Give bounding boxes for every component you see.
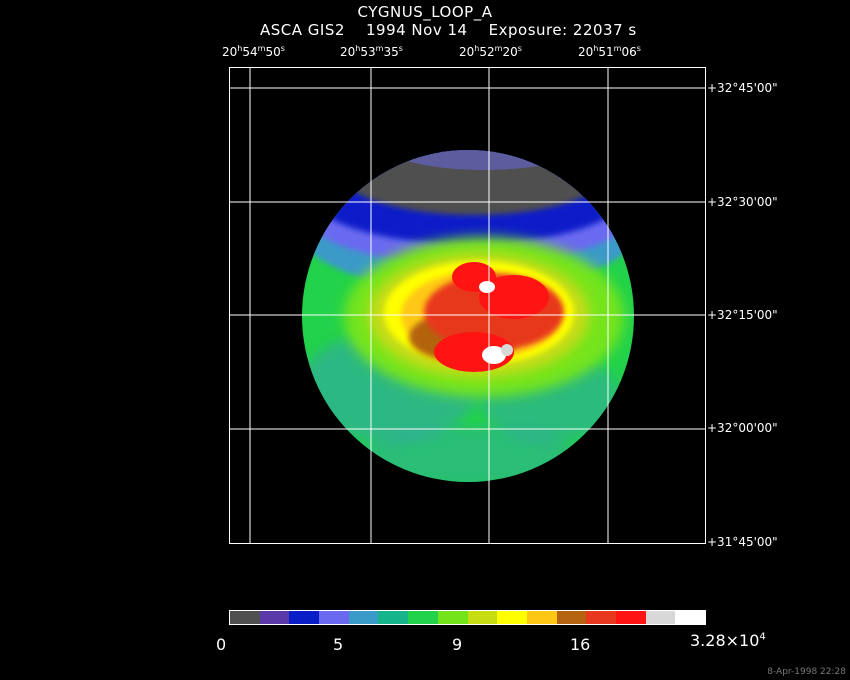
- colorbar-swatch-9: [497, 611, 527, 624]
- colorbar-swatch-15: [675, 611, 705, 624]
- colorbar-swatch-13: [615, 611, 646, 624]
- image-title: CYGNUS_LOOP_A: [357, 3, 493, 21]
- ra-label-3: 20h52m20s: [459, 44, 522, 59]
- ra-label-4: 20h51m06s: [578, 44, 641, 59]
- colorbar-label-3: 16: [570, 635, 591, 654]
- xray-image: [229, 67, 706, 544]
- colorbar-label-2: 9: [452, 635, 463, 654]
- colorbar-swatch-6: [408, 611, 438, 624]
- colorbar-label-max: 3.28×104: [690, 631, 766, 650]
- ra-label-1: 20h54m50s: [222, 44, 285, 59]
- dec-label-3: +32°15'00": [707, 308, 778, 322]
- observation-date: 1994 Nov 14: [365, 21, 468, 39]
- colorbar-swatch-12: [586, 611, 616, 624]
- image-frame: [229, 67, 706, 544]
- dec-label-2: +32°30'00": [707, 195, 778, 209]
- datestamp: 8-Apr-1998 22:28: [767, 667, 846, 677]
- colorbar-swatch-1: [259, 611, 290, 624]
- colorbar-swatch-7: [437, 611, 468, 624]
- ra-label-2: 20h53m35s: [340, 44, 403, 59]
- dec-label-4: +32°00'00": [707, 421, 778, 435]
- colorbar-swatch-2: [289, 611, 320, 624]
- colorbar-swatch-0: [230, 611, 260, 624]
- colorbar-label-1: 5: [333, 635, 344, 654]
- exposure-label: Exposure: 22037 s: [488, 21, 637, 39]
- colorbar-label-0: 0: [216, 635, 227, 654]
- colorbar-swatch-3: [319, 611, 349, 624]
- dec-label-1: +32°45'00": [707, 81, 778, 95]
- instrument-label: ASCA GIS2: [260, 21, 345, 39]
- colorbar-swatch-8: [467, 611, 498, 624]
- colorbar-swatch-5: [378, 611, 409, 624]
- colorbar-swatch-14: [645, 611, 676, 624]
- colorbar: [229, 610, 706, 625]
- colorbar-swatch-11: [556, 611, 587, 624]
- colorbar-swatch-10: [526, 611, 557, 624]
- image-subtitle: ASCA GIS2 1994 Nov 14 Exposure: 22037 s: [260, 21, 637, 39]
- dec-label-5: +31°45'00": [707, 535, 778, 549]
- colorbar-swatch-4: [348, 611, 379, 624]
